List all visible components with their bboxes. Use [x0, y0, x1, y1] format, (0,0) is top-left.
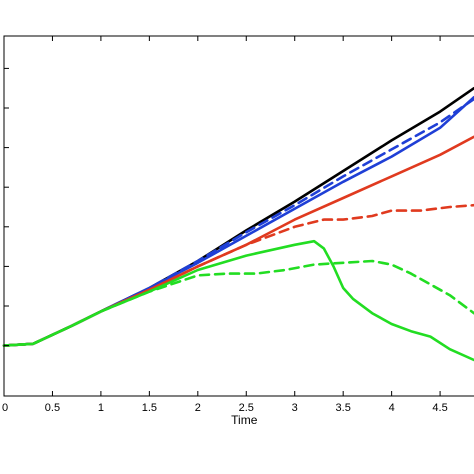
x-tick-label: 4 [389, 402, 395, 414]
x-tick-label: 3.5 [336, 402, 351, 414]
x-tick-label: 4.5 [432, 402, 447, 414]
y-axis-ticks [4, 67, 9, 347]
plot-frame [3, 35, 474, 397]
x-tick-label: 3 [292, 402, 298, 414]
series-line-1 [2, 86, 474, 347]
x-tick-label: 2 [195, 402, 201, 414]
series-line-2 [2, 97, 474, 347]
x-tick-label: 2.5 [239, 402, 254, 414]
x-tick-label: 0 [2, 402, 8, 414]
series-line-7 [2, 259, 474, 347]
series-line-6 [2, 239, 474, 362]
x-axis-title: Time [231, 413, 258, 427]
x-tick-label: 1 [98, 402, 104, 414]
series-layer [2, 86, 474, 362]
x-axis-ticks: 0 0.5 1 1.5 2 2.5 3 3.5 4 4.5 [2, 36, 448, 414]
x-tick-label: 0.5 [45, 402, 60, 414]
x-tick-label: 1.5 [142, 402, 157, 414]
